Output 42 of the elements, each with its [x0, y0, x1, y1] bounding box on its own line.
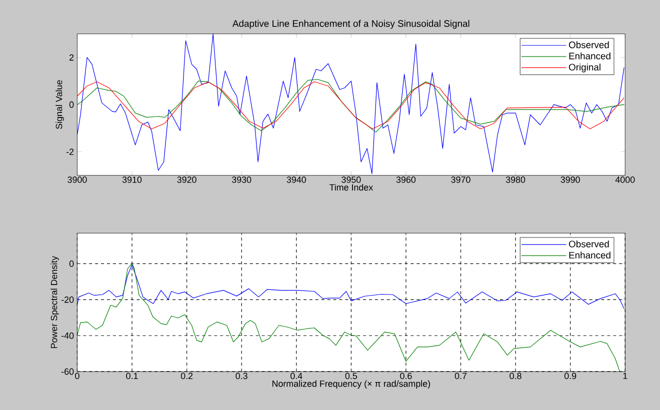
x-axis-title: Time Index: [329, 184, 373, 190]
x-tick-label: 3980: [506, 176, 526, 183]
x-tick-label: 0.4: [290, 372, 302, 379]
x-tick-label: 3940: [286, 176, 306, 183]
x-tick-label: 3970: [451, 176, 470, 183]
x-tick-label: 3930: [232, 176, 252, 183]
x-tick-label: 3900: [68, 176, 87, 183]
x-tick-label: 0.3: [236, 372, 248, 379]
x-tick-label: 3990: [560, 176, 580, 183]
y-tick-label: 0: [69, 260, 74, 267]
line-series: [77, 264, 624, 309]
x-tick-label: 0.7: [454, 372, 467, 379]
x-tick-label: 3920: [177, 176, 196, 183]
chart-title: Adaptive Line Enhancement of a Noisy Sinusoidal Signal: [232, 20, 470, 29]
x-tick-label: 3960: [396, 176, 416, 183]
x-tick-label: 4000: [615, 176, 635, 183]
line-series: [77, 263, 620, 372]
x-tick-label: 3910: [122, 176, 142, 183]
x-tick-label: 3950: [342, 176, 361, 183]
x-tick-label: 0.9: [564, 372, 576, 379]
x-tick-label: 0.8: [510, 372, 522, 379]
x-tick-label: 0.6: [400, 372, 412, 379]
y-tick-label: -20: [62, 296, 74, 303]
line-series: [77, 34, 624, 174]
y-tick-label: 0: [69, 101, 74, 108]
legend-label: Enhanced: [569, 251, 610, 258]
y-axis-title: Power Spectral Density: [50, 256, 59, 348]
legend-label: Original: [568, 63, 600, 72]
x-axis-title: Normalized Frequency (× π rad/sample): [272, 380, 430, 388]
y-tick-label: -2: [66, 148, 74, 155]
x-tick-label: 0.5: [345, 372, 358, 379]
y-axis-title: Signal Value: [56, 80, 64, 129]
x-tick-label: 1: [623, 372, 628, 379]
legend-label: Observed: [568, 240, 609, 248]
x-tick-label: 0.1: [126, 372, 138, 379]
legend-label: Enhanced: [569, 52, 610, 60]
y-tick-label: -40: [62, 332, 74, 339]
legend-label: Observed: [568, 41, 609, 48]
y-tick-label: 2: [70, 54, 74, 60]
x-tick-label: 0: [75, 372, 80, 379]
x-tick-label: 0.2: [180, 372, 193, 379]
y-tick-label: -60: [62, 368, 74, 375]
